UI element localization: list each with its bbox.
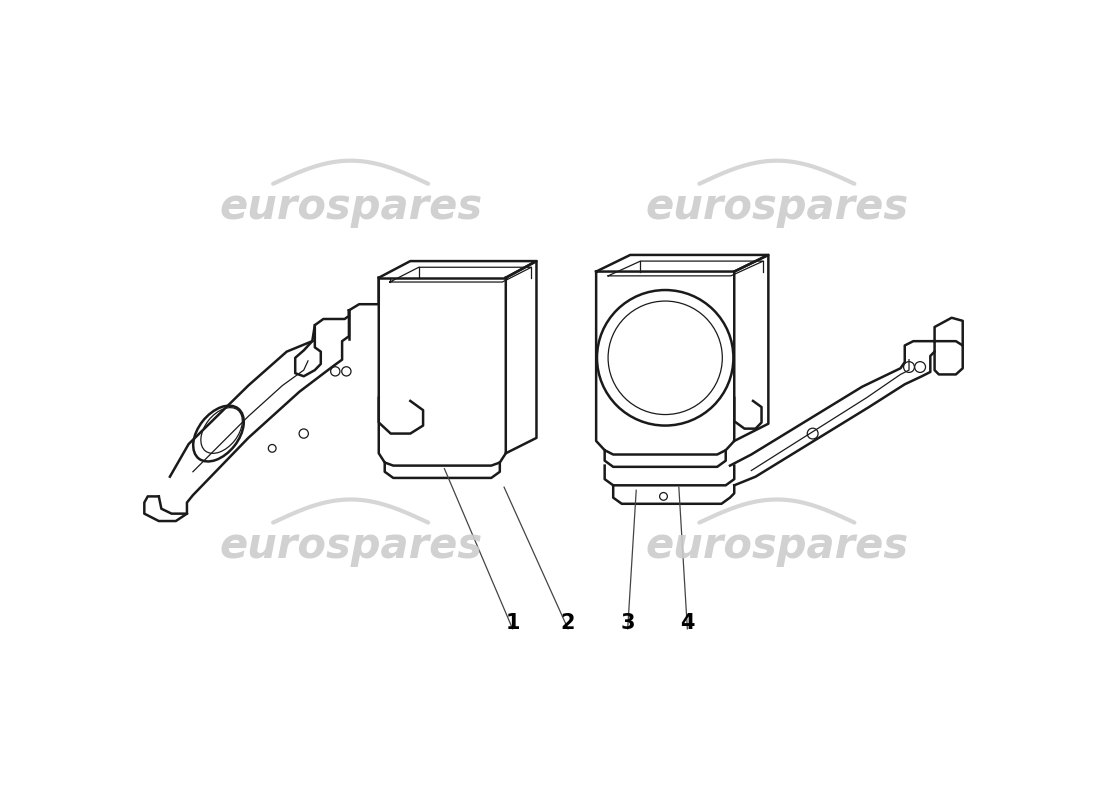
Text: 4: 4 — [680, 613, 694, 633]
Text: 1: 1 — [505, 613, 520, 633]
Text: eurospares: eurospares — [646, 525, 909, 566]
Text: 3: 3 — [620, 613, 635, 633]
Text: eurospares: eurospares — [219, 186, 482, 228]
Text: eurospares: eurospares — [646, 186, 909, 228]
Text: 2: 2 — [561, 613, 575, 633]
Text: eurospares: eurospares — [219, 525, 482, 566]
